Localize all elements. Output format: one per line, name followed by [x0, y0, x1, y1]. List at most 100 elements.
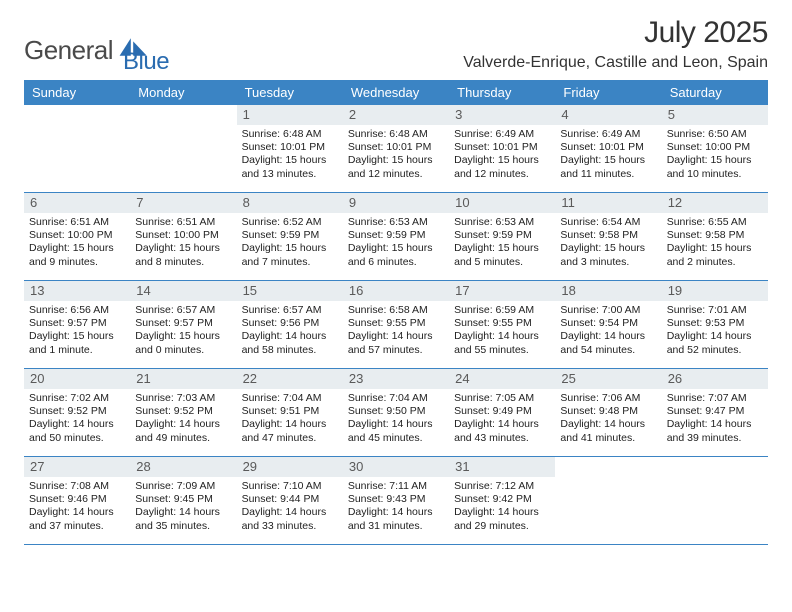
sunrise-text: Sunrise: 6:50 AM: [667, 128, 763, 141]
sunset-text: Sunset: 9:52 PM: [135, 405, 231, 418]
daylight-text: Daylight: 15 hours and 12 minutes.: [454, 154, 550, 181]
day-detail: Sunrise: 7:03 AMSunset: 9:52 PMDaylight:…: [130, 389, 236, 446]
sunset-text: Sunset: 9:53 PM: [667, 317, 763, 330]
sunrise-text: Sunrise: 6:51 AM: [29, 216, 125, 229]
day-detail: Sunrise: 6:54 AMSunset: 9:58 PMDaylight:…: [555, 213, 661, 270]
daylight-text: Daylight: 14 hours and 54 minutes.: [560, 330, 656, 357]
daylight-text: Daylight: 14 hours and 43 minutes.: [454, 418, 550, 445]
day-detail: Sunrise: 6:48 AMSunset: 10:01 PMDaylight…: [343, 125, 449, 182]
day-detail: Sunrise: 6:58 AMSunset: 9:55 PMDaylight:…: [343, 301, 449, 358]
day-number: 1: [237, 105, 343, 125]
sunset-text: Sunset: 9:46 PM: [29, 493, 125, 506]
weekday-header-row: Sunday Monday Tuesday Wednesday Thursday…: [24, 80, 768, 105]
calendar-week-row: 20Sunrise: 7:02 AMSunset: 9:52 PMDayligh…: [24, 369, 768, 457]
sunset-text: Sunset: 9:58 PM: [667, 229, 763, 242]
calendar-day-cell: 29Sunrise: 7:10 AMSunset: 9:44 PMDayligh…: [237, 457, 343, 545]
sunset-text: Sunset: 9:57 PM: [135, 317, 231, 330]
calendar-day-cell: 3Sunrise: 6:49 AMSunset: 10:01 PMDayligh…: [449, 105, 555, 193]
day-number: 7: [130, 193, 236, 213]
sunrise-text: Sunrise: 7:12 AM: [454, 480, 550, 493]
sunrise-text: Sunrise: 6:57 AM: [242, 304, 338, 317]
sunrise-text: Sunrise: 6:48 AM: [242, 128, 338, 141]
sunrise-text: Sunrise: 7:05 AM: [454, 392, 550, 405]
sunset-text: Sunset: 9:49 PM: [454, 405, 550, 418]
sunrise-text: Sunrise: 7:11 AM: [348, 480, 444, 493]
calendar-week-row: 13Sunrise: 6:56 AMSunset: 9:57 PMDayligh…: [24, 281, 768, 369]
calendar-day-cell: 10Sunrise: 6:53 AMSunset: 9:59 PMDayligh…: [449, 193, 555, 281]
day-detail: Sunrise: 7:04 AMSunset: 9:50 PMDaylight:…: [343, 389, 449, 446]
sunset-text: Sunset: 9:55 PM: [348, 317, 444, 330]
sunset-text: Sunset: 9:48 PM: [560, 405, 656, 418]
brand-text-blue: Blue: [123, 48, 169, 76]
day-detail: Sunrise: 6:48 AMSunset: 10:01 PMDaylight…: [237, 125, 343, 182]
day-detail: Sunrise: 7:05 AMSunset: 9:49 PMDaylight:…: [449, 389, 555, 446]
sunrise-text: Sunrise: 6:59 AM: [454, 304, 550, 317]
day-number: 20: [24, 369, 130, 389]
day-detail: Sunrise: 6:53 AMSunset: 9:59 PMDaylight:…: [343, 213, 449, 270]
sunset-text: Sunset: 9:55 PM: [454, 317, 550, 330]
sunset-text: Sunset: 10:01 PM: [454, 141, 550, 154]
calendar-day-cell: 11Sunrise: 6:54 AMSunset: 9:58 PMDayligh…: [555, 193, 661, 281]
sunset-text: Sunset: 9:47 PM: [667, 405, 763, 418]
daylight-text: Daylight: 15 hours and 13 minutes.: [242, 154, 338, 181]
daylight-text: Daylight: 14 hours and 39 minutes.: [667, 418, 763, 445]
col-header: Monday: [130, 80, 236, 105]
daylight-text: Daylight: 14 hours and 58 minutes.: [242, 330, 338, 357]
sunset-text: Sunset: 10:00 PM: [29, 229, 125, 242]
daylight-text: Daylight: 14 hours and 33 minutes.: [242, 506, 338, 533]
calendar-day-cell: [662, 457, 768, 545]
calendar-day-cell: [24, 105, 130, 193]
sunrise-text: Sunrise: 6:52 AM: [242, 216, 338, 229]
calendar-day-cell: 27Sunrise: 7:08 AMSunset: 9:46 PMDayligh…: [24, 457, 130, 545]
daylight-text: Daylight: 15 hours and 12 minutes.: [348, 154, 444, 181]
calendar-day-cell: 13Sunrise: 6:56 AMSunset: 9:57 PMDayligh…: [24, 281, 130, 369]
daylight-text: Daylight: 14 hours and 35 minutes.: [135, 506, 231, 533]
day-number: 23: [343, 369, 449, 389]
day-number: 2: [343, 105, 449, 125]
sunrise-text: Sunrise: 7:04 AM: [348, 392, 444, 405]
calendar-day-cell: 24Sunrise: 7:05 AMSunset: 9:49 PMDayligh…: [449, 369, 555, 457]
day-number: 31: [449, 457, 555, 477]
day-detail: Sunrise: 6:50 AMSunset: 10:00 PMDaylight…: [662, 125, 768, 182]
daylight-text: Daylight: 15 hours and 0 minutes.: [135, 330, 231, 357]
sunset-text: Sunset: 9:51 PM: [242, 405, 338, 418]
day-number: 8: [237, 193, 343, 213]
sunrise-text: Sunrise: 6:49 AM: [560, 128, 656, 141]
day-detail: Sunrise: 6:49 AMSunset: 10:01 PMDaylight…: [449, 125, 555, 182]
day-detail: Sunrise: 7:00 AMSunset: 9:54 PMDaylight:…: [555, 301, 661, 358]
sunrise-text: Sunrise: 6:54 AM: [560, 216, 656, 229]
page-title: July 2025: [463, 18, 768, 48]
day-number: 21: [130, 369, 236, 389]
day-detail: Sunrise: 6:49 AMSunset: 10:01 PMDaylight…: [555, 125, 661, 182]
day-number: 9: [343, 193, 449, 213]
calendar-day-cell: 30Sunrise: 7:11 AMSunset: 9:43 PMDayligh…: [343, 457, 449, 545]
daylight-text: Daylight: 14 hours and 31 minutes.: [348, 506, 444, 533]
col-header: Saturday: [662, 80, 768, 105]
calendar-day-cell: 15Sunrise: 6:57 AMSunset: 9:56 PMDayligh…: [237, 281, 343, 369]
calendar-day-cell: 17Sunrise: 6:59 AMSunset: 9:55 PMDayligh…: [449, 281, 555, 369]
calendar-day-cell: [555, 457, 661, 545]
daylight-text: Daylight: 15 hours and 7 minutes.: [242, 242, 338, 269]
sunrise-text: Sunrise: 6:48 AM: [348, 128, 444, 141]
sunset-text: Sunset: 10:00 PM: [135, 229, 231, 242]
calendar-day-cell: 16Sunrise: 6:58 AMSunset: 9:55 PMDayligh…: [343, 281, 449, 369]
calendar-day-cell: 21Sunrise: 7:03 AMSunset: 9:52 PMDayligh…: [130, 369, 236, 457]
sunrise-text: Sunrise: 7:09 AM: [135, 480, 231, 493]
day-detail: Sunrise: 7:10 AMSunset: 9:44 PMDaylight:…: [237, 477, 343, 534]
day-number: 5: [662, 105, 768, 125]
day-detail: Sunrise: 6:52 AMSunset: 9:59 PMDaylight:…: [237, 213, 343, 270]
day-detail: Sunrise: 7:06 AMSunset: 9:48 PMDaylight:…: [555, 389, 661, 446]
calendar-day-cell: 7Sunrise: 6:51 AMSunset: 10:00 PMDayligh…: [130, 193, 236, 281]
day-detail: Sunrise: 7:07 AMSunset: 9:47 PMDaylight:…: [662, 389, 768, 446]
day-detail: Sunrise: 6:57 AMSunset: 9:57 PMDaylight:…: [130, 301, 236, 358]
daylight-text: Daylight: 15 hours and 2 minutes.: [667, 242, 763, 269]
day-number: 22: [237, 369, 343, 389]
calendar-day-cell: [130, 105, 236, 193]
brand-logo: General Blue: [24, 24, 169, 76]
sunrise-text: Sunrise: 6:55 AM: [667, 216, 763, 229]
sunset-text: Sunset: 9:58 PM: [560, 229, 656, 242]
day-detail: Sunrise: 7:01 AMSunset: 9:53 PMDaylight:…: [662, 301, 768, 358]
sunset-text: Sunset: 9:56 PM: [242, 317, 338, 330]
daylight-text: Daylight: 15 hours and 1 minute.: [29, 330, 125, 357]
daylight-text: Daylight: 14 hours and 47 minutes.: [242, 418, 338, 445]
